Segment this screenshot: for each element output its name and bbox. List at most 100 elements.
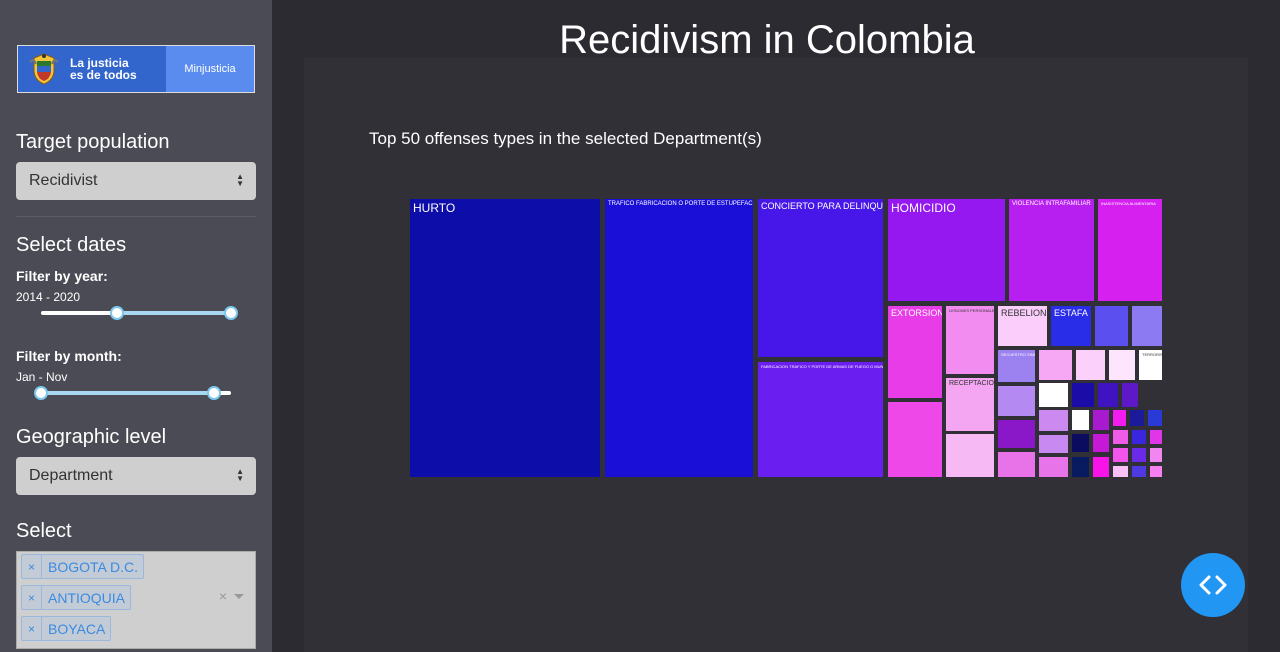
geographic-level-heading: Geographic level bbox=[16, 426, 167, 448]
treemap-cell[interactable] bbox=[998, 420, 1035, 448]
target-population-value: Recidivist bbox=[29, 172, 98, 189]
month-filter-label: Filter by month: bbox=[16, 348, 122, 364]
treemap-cell-label: REBELION bbox=[1001, 308, 1047, 318]
tag-bogota: × BOGOTA D.C. bbox=[21, 554, 144, 579]
treemap-cell[interactable] bbox=[1150, 448, 1162, 462]
tag-label: BOGOTA D.C. bbox=[48, 558, 138, 575]
treemap-cell[interactable] bbox=[1132, 430, 1146, 444]
target-population-heading: Target population bbox=[16, 131, 170, 153]
year-filter-value: 2014 - 2020 bbox=[16, 290, 81, 304]
treemap-cell[interactable]: INASISTENCIA ALIMENTARIA bbox=[1098, 199, 1162, 301]
treemap-cell[interactable] bbox=[1132, 448, 1146, 462]
treemap-cell[interactable] bbox=[1039, 350, 1072, 380]
tag-remove-icon[interactable]: × bbox=[22, 555, 42, 578]
logo-slogan-line1: La justicia bbox=[70, 56, 129, 70]
treemap-cell[interactable] bbox=[1072, 457, 1089, 477]
tag-boyaca: × BOYACA bbox=[21, 616, 112, 641]
treemap-cell[interactable] bbox=[1095, 306, 1128, 346]
geographic-level-select[interactable]: Department ▲ ▼ bbox=[16, 457, 256, 495]
treemap-cell[interactable] bbox=[1109, 350, 1135, 380]
treemap-cell-label: RECEPTACION bbox=[949, 380, 994, 387]
minjusticia-logo: La justicia es de todos Minjusticia bbox=[17, 45, 255, 93]
select-caret-icon: ▲ ▼ bbox=[236, 172, 244, 188]
year-slider-end-handle[interactable] bbox=[224, 306, 238, 320]
treemap-cell[interactable] bbox=[946, 434, 994, 477]
treemap-cell[interactable]: EXTORSION bbox=[888, 306, 942, 398]
tag-remove-icon[interactable]: × bbox=[22, 617, 42, 640]
treemap-cell-label: ESTAFA bbox=[1054, 308, 1088, 318]
department-multiselect[interactable]: × BOGOTA D.C. × ANTIOQUIA × BOYACA × bbox=[16, 551, 256, 649]
treemap-cell[interactable]: LESIONES PERSONALES bbox=[946, 306, 994, 374]
treemap-cell[interactable] bbox=[998, 386, 1035, 416]
treemap-cell[interactable] bbox=[1122, 383, 1138, 407]
month-slider-range bbox=[41, 391, 214, 395]
code-toggle-button[interactable] bbox=[1181, 553, 1245, 617]
treemap-cell[interactable] bbox=[1039, 410, 1068, 431]
treemap-cell[interactable]: TRAFICO FABRICACION O PORTE DE ESTUPEFAC… bbox=[605, 199, 753, 477]
treemap-cell[interactable] bbox=[1113, 466, 1128, 477]
treemap-cell-label: EXTORSION bbox=[891, 308, 942, 318]
select-dates-heading: Select dates bbox=[16, 234, 127, 256]
treemap-cell[interactable]: VIOLENCIA INTRAFAMILIAR bbox=[1009, 199, 1094, 301]
sidebar: La justicia es de todos Minjusticia Targ… bbox=[0, 0, 272, 652]
treemap-cell[interactable]: FABRICACION TRAFICO Y PORTE DE ARMAS DE … bbox=[758, 362, 883, 477]
logo-slogan: La justicia es de todos bbox=[70, 57, 137, 81]
treemap-cell[interactable] bbox=[1113, 430, 1128, 444]
treemap-cell[interactable] bbox=[1148, 410, 1162, 426]
treemap-cell-label: TRAFICO FABRICACION O PORTE DE ESTUPEFAC… bbox=[608, 201, 753, 207]
treemap-cell[interactable] bbox=[1113, 410, 1126, 426]
treemap-cell-label: SECUESTRO SIMPLE bbox=[1001, 352, 1035, 357]
treemap-cell[interactable] bbox=[1150, 430, 1162, 444]
page-title: Recidivism in Colombia bbox=[559, 18, 975, 62]
treemap-cell[interactable]: SECUESTRO SIMPLE bbox=[998, 350, 1035, 382]
treemap-cell-label: HOMICIDIO bbox=[891, 201, 956, 215]
month-slider-end-handle[interactable] bbox=[206, 386, 221, 400]
logo-slogan-line2: es de todos bbox=[70, 68, 137, 82]
select-heading: Select bbox=[16, 520, 72, 542]
treemap-cell[interactable] bbox=[1072, 434, 1089, 452]
treemap-cell[interactable] bbox=[1039, 457, 1068, 477]
treemap-cell[interactable] bbox=[998, 452, 1035, 477]
month-slider-start-handle[interactable] bbox=[34, 386, 48, 400]
treemap-cell[interactable] bbox=[1072, 383, 1094, 407]
year-slider-range bbox=[117, 311, 231, 315]
clear-all-icon[interactable]: × bbox=[218, 588, 227, 604]
treemap-cell[interactable] bbox=[1098, 383, 1118, 407]
tag-remove-icon[interactable]: × bbox=[22, 586, 42, 609]
treemap-cell[interactable]: TERRORISMO bbox=[1139, 350, 1162, 380]
treemap-cell-label: VIOLENCIA INTRAFAMILIAR bbox=[1012, 201, 1091, 207]
treemap-cell[interactable] bbox=[1039, 383, 1068, 407]
tag-label: ANTIOQUIA bbox=[48, 589, 126, 606]
treemap-cell[interactable]: CONCIERTO PARA DELINQUIR bbox=[758, 199, 883, 357]
divider bbox=[16, 216, 256, 217]
tag-antioquia: × ANTIOQUIA bbox=[21, 585, 132, 610]
year-filter-label: Filter by year: bbox=[16, 268, 108, 284]
code-icon bbox=[1199, 575, 1227, 595]
chart-subtitle: Top 50 offenses types in the selected De… bbox=[369, 129, 762, 148]
treemap-cell-label: TERRORISMO bbox=[1142, 352, 1162, 357]
treemap-cell[interactable]: RECEPTACION bbox=[946, 378, 994, 431]
treemap-cell[interactable] bbox=[1132, 466, 1146, 477]
tag-label: BOYACA bbox=[48, 620, 106, 637]
treemap-cell[interactable]: REBELION bbox=[998, 306, 1047, 346]
treemap-cell[interactable]: HURTO bbox=[410, 199, 600, 477]
treemap-cell[interactable] bbox=[1093, 410, 1109, 430]
treemap-cell[interactable] bbox=[1130, 410, 1144, 426]
treemap-cell[interactable] bbox=[1093, 434, 1109, 452]
treemap-cell[interactable] bbox=[1039, 435, 1068, 453]
treemap-cell[interactable]: HOMICIDIO bbox=[888, 199, 1005, 301]
dropdown-caret-icon[interactable] bbox=[234, 594, 244, 599]
colombia-coat-of-arms-icon bbox=[24, 49, 64, 89]
treemap-cell[interactable] bbox=[1093, 457, 1109, 477]
treemap-cell[interactable]: ESTAFA bbox=[1051, 306, 1091, 346]
treemap-cell[interactable] bbox=[1132, 306, 1162, 346]
treemap-cell[interactable] bbox=[1150, 466, 1162, 477]
year-slider-start-handle[interactable] bbox=[110, 306, 124, 320]
treemap-cell[interactable] bbox=[1076, 350, 1105, 380]
target-population-select[interactable]: Recidivist ▲ ▼ bbox=[16, 162, 256, 200]
treemap-cell-label: LESIONES PERSONALES bbox=[949, 308, 994, 313]
treemap-cell[interactable] bbox=[1072, 410, 1089, 430]
treemap-cell-label: INASISTENCIA ALIMENTARIA bbox=[1101, 201, 1156, 206]
treemap-cell[interactable] bbox=[1113, 448, 1128, 462]
treemap-cell[interactable] bbox=[888, 402, 942, 477]
